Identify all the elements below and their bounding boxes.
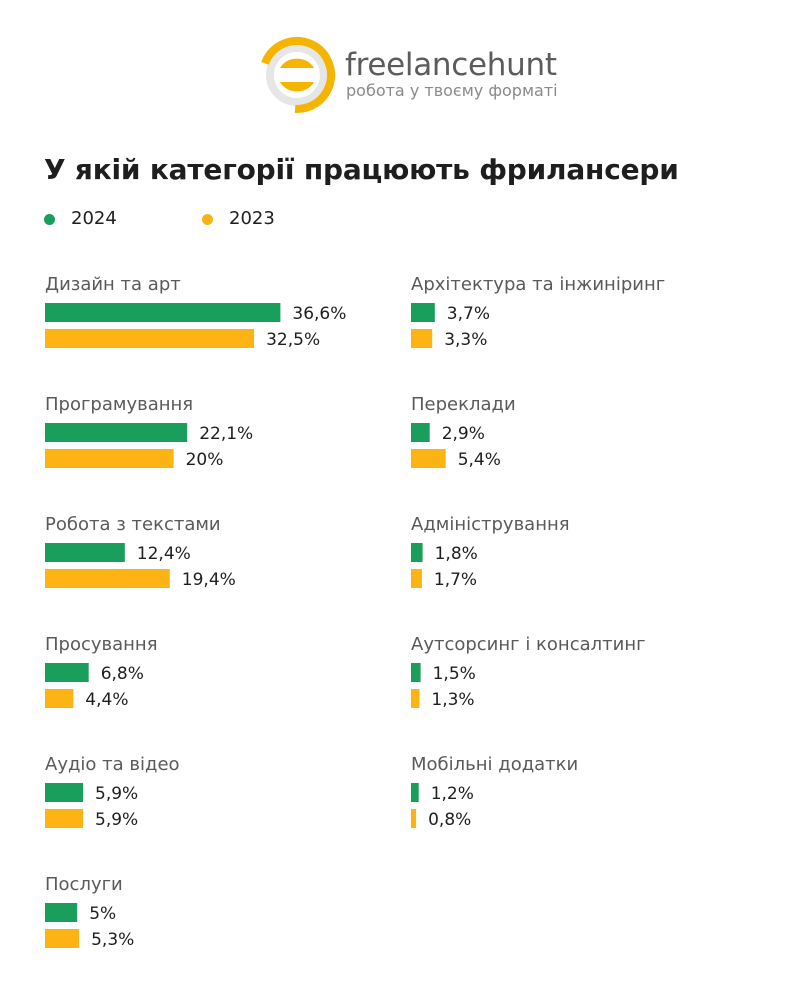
value-label-2023: 5,9% [95,810,138,830]
value-label-2023: 19,4% [182,570,236,590]
brand-name: freelancehunt [345,47,557,83]
category-group-архітектура-та-інжиніринг: Архітектура та інжиніринг 3,7% 3,3% [411,274,665,350]
legend-label-2024: 2024 [71,208,117,229]
value-label-2024: 1,2% [431,784,474,804]
value-label-2023: 4,4% [85,690,128,710]
bar-2024 [45,663,89,682]
bar-2023 [45,449,174,468]
value-label-2023: 0,8% [428,810,471,830]
category-group-робота-з-текстами: Робота з текстами 12,4% 19,4% [45,514,236,590]
bar-2024 [411,783,419,802]
category-group-аудіо-та-відео: Аудіо та відео 5,9% 5,9% [45,754,180,830]
category-label: Програмування [45,394,193,415]
bar-2023 [45,329,255,348]
category-group-мобільні-додатки: Мобільні додатки 1,2% 0,8% [411,754,578,830]
category-label: Адміністрування [411,514,570,535]
value-label-2024: 1,5% [433,664,476,684]
category-label: Аудіо та відео [45,754,180,775]
bar-2023 [411,329,433,348]
logo-bottom-half-icon [280,82,314,92]
value-label-2023: 5,4% [458,450,501,470]
category-label: Просування [45,634,158,655]
category-group-програмування: Програмування 22,1% 20% [45,394,253,470]
category-label: Робота з текстами [45,514,221,535]
category-group-послуги: Послуги 5% 5,3% [45,874,134,950]
category-label: Дизайн та арт [45,274,181,295]
bar-2023 [411,569,422,588]
category-group-аутсорсинг-і-консалтинг: Аутсорсинг і консалтинг 1,5% 1,3% [411,634,646,710]
bar-2023 [411,449,446,468]
category-label: Архітектура та інжиніринг [411,274,665,295]
category-group-переклади: Переклади 2,9% 5,4% [411,394,516,470]
bar-2024 [45,303,281,322]
category-label: Послуги [45,874,123,895]
legend-dot-2023 [202,213,213,225]
value-label-2024: 5,9% [95,784,138,804]
category-label: Аутсорсинг і консалтинг [411,634,646,655]
bar-2024 [411,303,435,322]
category-group-дизайн-та-арт: Дизайн та арт 36,6% 32,5% [45,274,346,350]
value-label-2023: 20% [186,450,224,470]
value-label-2023: 32,5% [266,330,320,350]
bar-2023 [45,809,83,828]
legend-label-2023: 2023 [229,208,275,229]
value-label-2024: 22,1% [199,424,253,444]
bar-2024 [411,423,430,442]
logo-top-half-icon [280,58,314,68]
bar-2024 [411,663,421,682]
logo-ring-icon [266,44,328,106]
value-label-2024: 2,9% [442,424,485,444]
value-label-2024: 6,8% [101,664,144,684]
bar-2023 [45,689,74,708]
bar-2023 [45,569,170,588]
value-label-2024: 1,8% [435,544,478,564]
value-label-2023: 3,3% [444,330,487,350]
legend-dot-2024 [44,213,55,225]
category-label: Мобільні додатки [411,754,578,775]
bar-2024 [45,783,83,802]
bar-2024 [45,423,188,442]
value-label-2024: 3,7% [447,304,490,324]
bar-2024 [45,903,78,922]
value-label-2023: 5,3% [91,930,134,950]
brand-logo [259,37,336,113]
bar-2023 [45,929,80,948]
value-label-2024: 5% [89,904,116,924]
legend-item-2024: 2024 [44,210,117,228]
value-label-2023: 1,7% [434,570,477,590]
value-label-2024: 12,4% [137,544,191,564]
bar-2024 [411,543,423,562]
value-label-2023: 1,3% [431,690,474,710]
category-group-адміністрування: Адміністрування 1,8% 1,7% [411,514,570,590]
legend-item-2023: 2023 [202,210,275,228]
logo-arc-icon [259,37,336,113]
bar-2023 [411,689,420,708]
brand-tagline: робота у твоєму форматі [346,81,558,100]
bar-2024 [45,543,125,562]
value-label-2024: 36,6% [292,304,346,324]
category-group-просування: Просування 6,8% 4,4% [45,634,158,710]
chart-title: У якій категорії працюють фрилансери [44,153,679,186]
bar-2023 [411,809,417,828]
category-label: Переклади [411,394,516,415]
